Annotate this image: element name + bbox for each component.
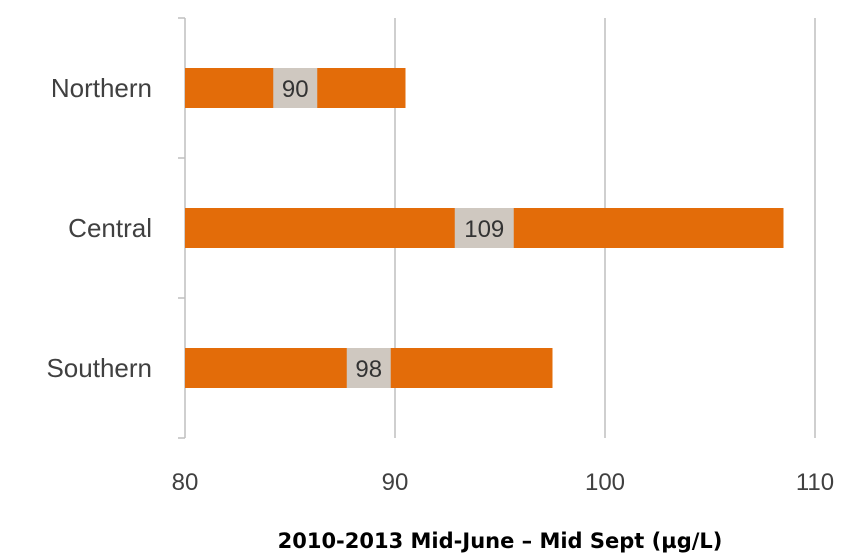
x-tick-label: 90 [382,469,409,496]
data-label-box [273,68,318,108]
data-label: 98 [355,356,382,383]
axes [178,17,186,439]
category-label: Southern [46,353,152,383]
x-tick-label: 110 [796,469,834,496]
x-tick-label: 100 [585,469,625,496]
x-axis-title: 2010-2013 Mid-June – Mid Sept (µg/L) [278,529,723,553]
data-label: 90 [282,76,309,103]
data-labels: 90 109 98 [273,68,514,388]
category-label: Central [68,213,152,243]
category-labels: Northern Central Southern [46,73,152,383]
data-label: 109 [464,216,504,243]
data-label-box [346,348,391,388]
category-label: Northern [51,73,152,103]
x-tick-labels: 80 90 100 110 [172,469,834,496]
data-label-box [454,208,514,248]
x-tick-label: 80 [172,469,199,496]
